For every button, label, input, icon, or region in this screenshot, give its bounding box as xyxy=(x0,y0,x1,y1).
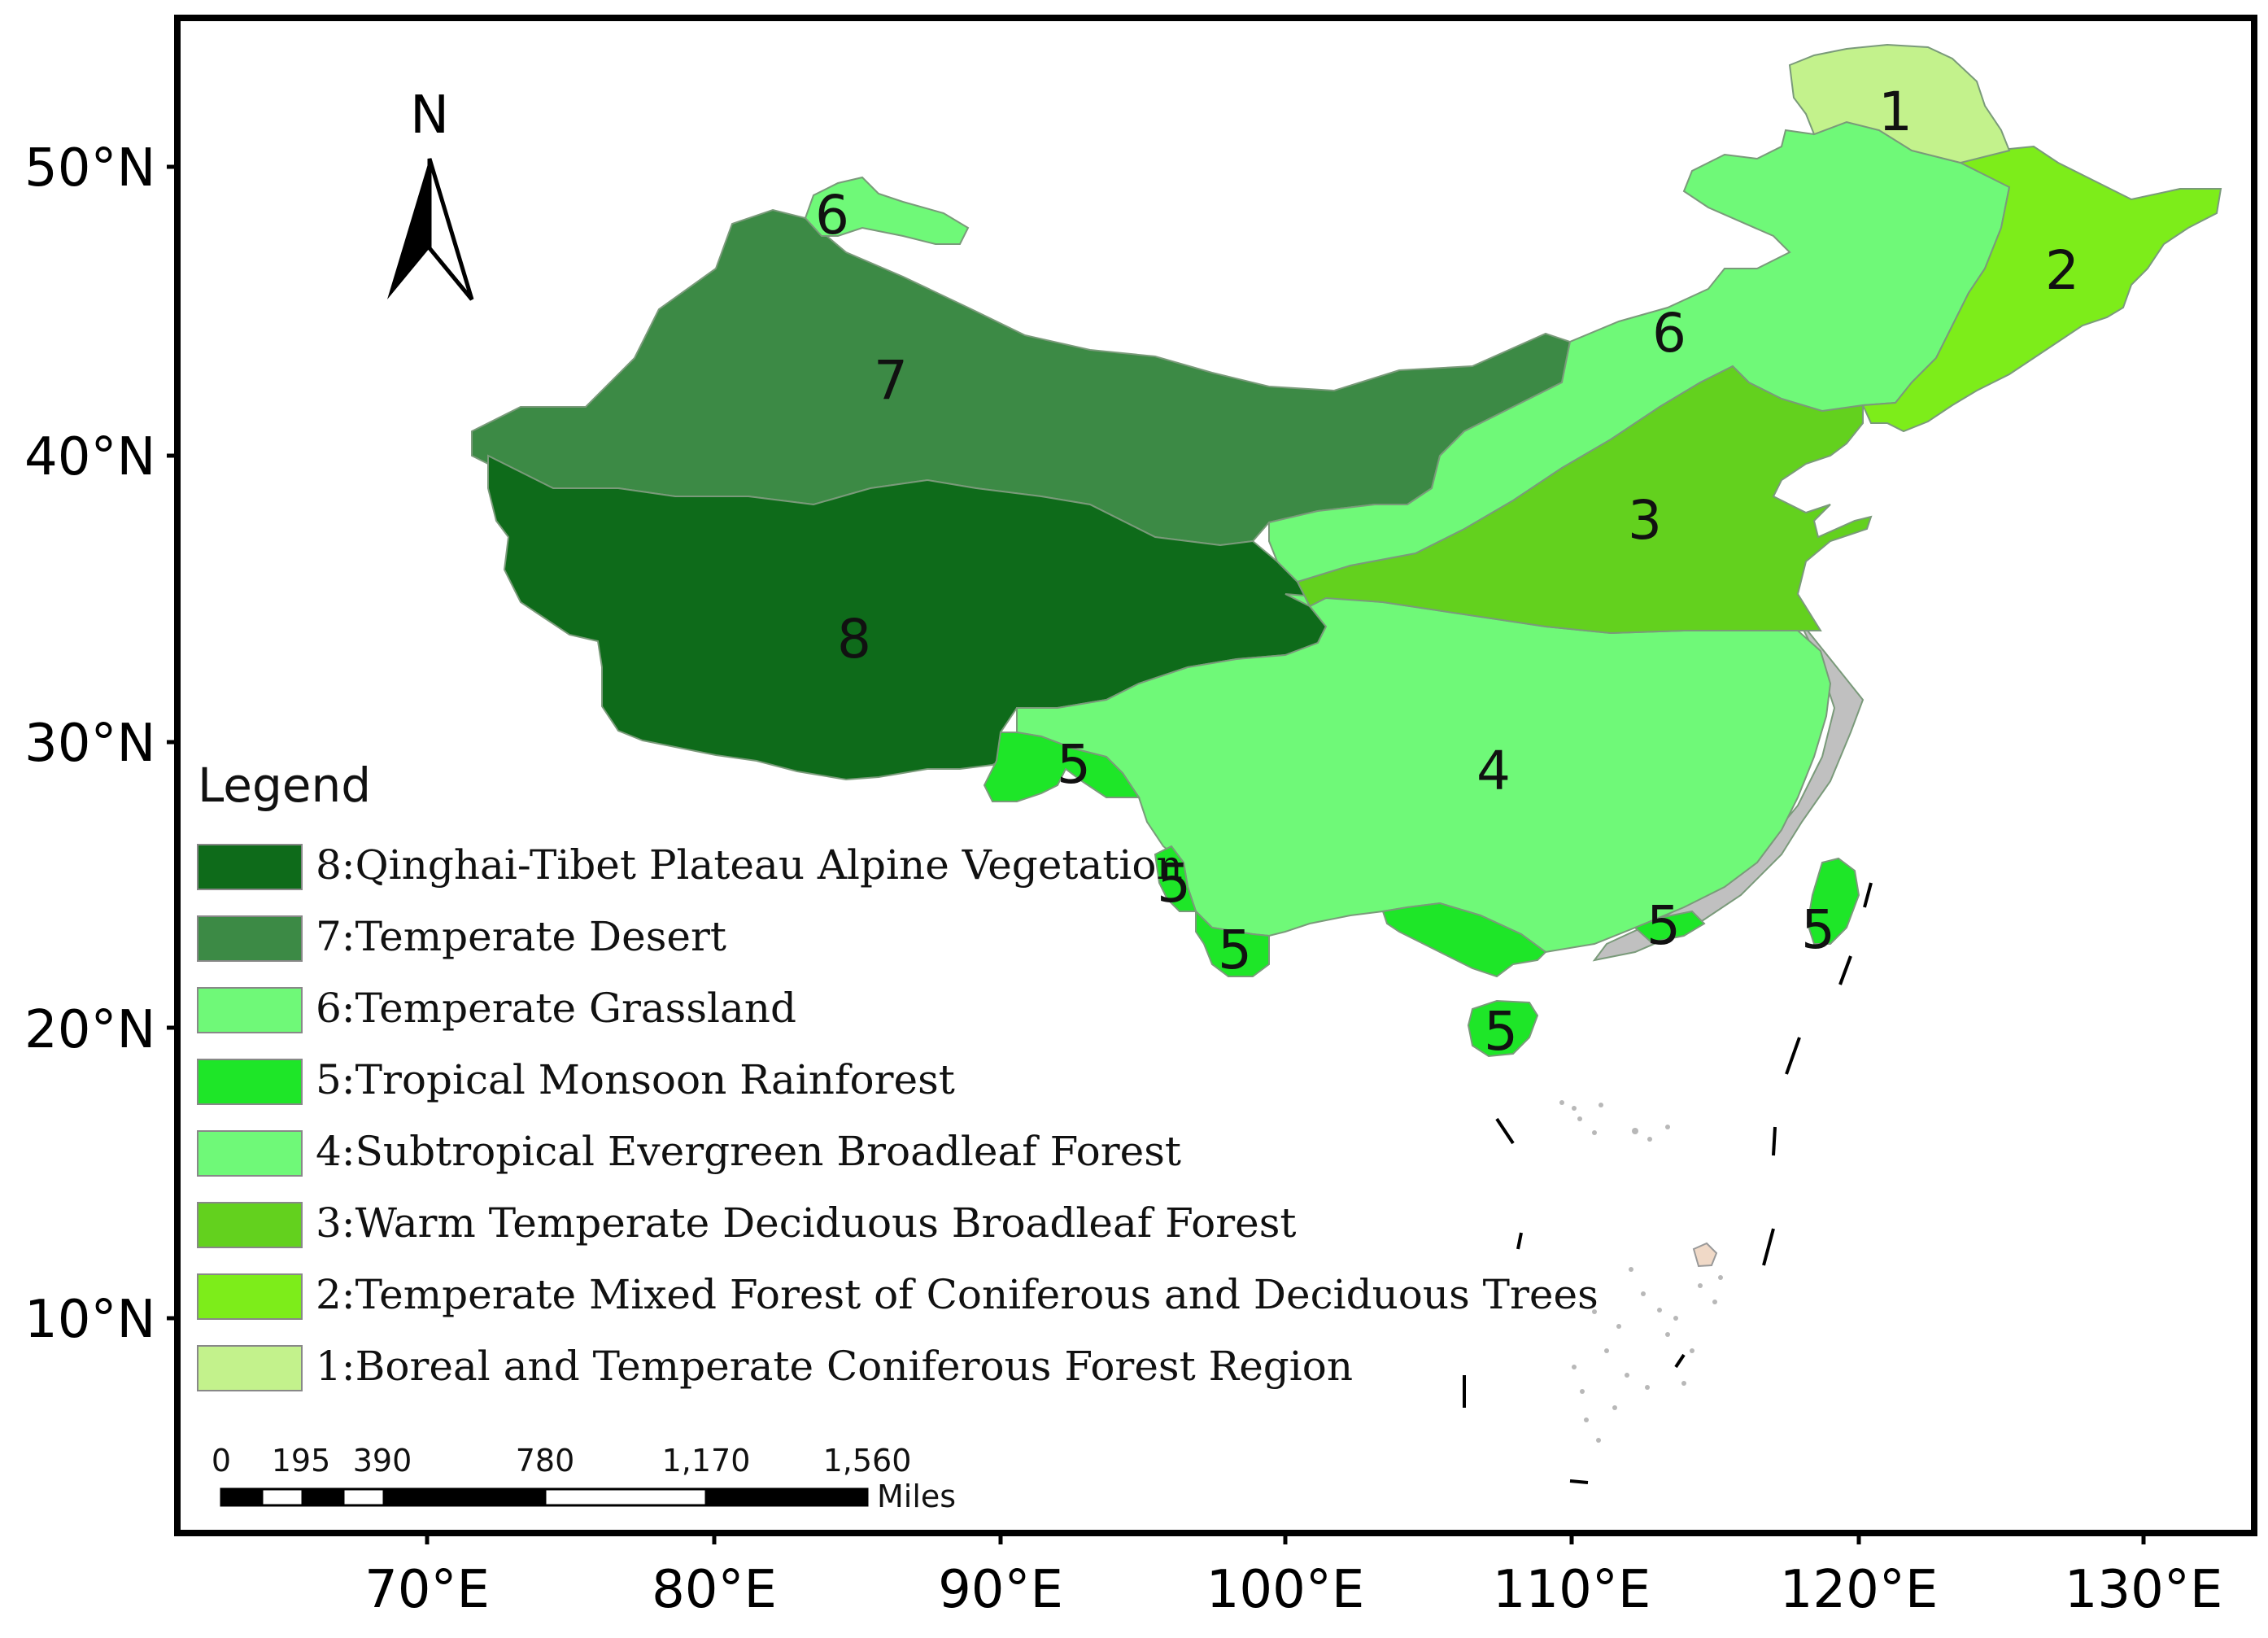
lat-label-40: 40°N xyxy=(24,427,155,487)
legend-swatch xyxy=(197,1202,303,1248)
region-1-boreal-forest xyxy=(1788,43,2011,164)
region-6-altai-patch xyxy=(804,176,970,245)
legend-swatch xyxy=(197,915,303,962)
region-number-1: 1 xyxy=(1878,81,1913,143)
lat-ticks xyxy=(167,164,177,1321)
scale-unit: Miles xyxy=(877,1479,956,1514)
region-5-rainforest-guangxi xyxy=(1381,902,1547,978)
legend-label: 7:Temperate Desert xyxy=(316,913,726,960)
lon-label-120: 120°E xyxy=(1780,1560,1939,1620)
scale-tick-1170: 1,170 xyxy=(662,1443,751,1479)
region-number-3: 3 xyxy=(1628,489,1662,552)
region-number-5-hainan: 5 xyxy=(1484,1000,1518,1063)
lat-label-10: 10°N xyxy=(24,1290,155,1350)
region-5-rainforest-taiwan xyxy=(1806,857,1860,945)
region-number-7: 7 xyxy=(874,349,908,412)
lon-label-70: 70°E xyxy=(364,1560,490,1620)
legend-swatch xyxy=(197,987,303,1033)
scale-bar: 0 195 390 780 1,170 1,560 Miles xyxy=(212,1443,956,1514)
scale-tick-0: 0 xyxy=(212,1443,231,1479)
legend-label: 5:Tropical Monsoon Rainforest xyxy=(316,1056,955,1103)
legend-label: 3:Warm Temperate Deciduous Broadleaf For… xyxy=(316,1199,1296,1247)
scale-tick-1560: 1,560 xyxy=(823,1443,912,1479)
scale-seg-5 xyxy=(382,1487,547,1507)
legend-title: Legend xyxy=(198,758,371,813)
lat-label-50: 50°N xyxy=(24,138,155,199)
legend-label: 4:Subtropical Evergreen Broadleaf Forest xyxy=(316,1128,1181,1175)
region-number-8: 8 xyxy=(837,608,871,670)
scale-seg-4 xyxy=(342,1487,386,1507)
island-patch xyxy=(1692,1242,1718,1268)
region-number-6-altai: 6 xyxy=(815,184,849,247)
scale-tick-780: 780 xyxy=(516,1443,575,1479)
lat-label-30: 30°N xyxy=(24,714,155,774)
region-number-5-yunnan-west: 5 xyxy=(1157,852,1191,915)
legend-label: 8:Qinghai-Tibet Plateau Alpine Vegetatio… xyxy=(316,841,1183,889)
lon-label-130: 130°E xyxy=(2065,1560,2223,1620)
scale-seg-1 xyxy=(220,1487,264,1507)
scale-seg-6 xyxy=(543,1487,708,1507)
region-5-rainforest-coast xyxy=(1633,910,1706,944)
region-4-subtropical-forest xyxy=(1016,593,1832,954)
legend-swatch xyxy=(197,1059,303,1105)
scale-seg-2 xyxy=(260,1487,304,1507)
region-5-rainforest-tibet-south xyxy=(983,732,1141,802)
north-arrow-right-half xyxy=(427,158,474,301)
scale-seg-3 xyxy=(301,1487,345,1507)
legend-swatch xyxy=(197,1345,303,1391)
region-number-5-coast: 5 xyxy=(1646,894,1681,957)
legend: Legend 8:Qinghai-Tibet Plateau Alpine Ve… xyxy=(197,758,1599,1391)
region-number-5-taiwan: 5 xyxy=(1801,898,1835,961)
north-arrow-left-half xyxy=(387,159,430,299)
north-arrow: N xyxy=(387,85,474,301)
region-5-rainforest-hainan xyxy=(1467,999,1539,1058)
legend-swatch xyxy=(197,844,303,890)
region-number-5-tibet: 5 xyxy=(1057,733,1091,796)
lon-label-90: 90°E xyxy=(938,1560,1063,1620)
lon-label-100: 100°E xyxy=(1206,1560,1365,1620)
legend-label: 1:Boreal and Temperate Coniferous Forest… xyxy=(316,1343,1353,1390)
legend-label: 2:Temperate Mixed Forest of Coniferous a… xyxy=(316,1271,1599,1318)
lon-ticks xyxy=(425,1533,2146,1544)
legend-swatch xyxy=(197,1130,303,1177)
legend-swatch xyxy=(197,1273,303,1320)
coastal-fringe xyxy=(1592,618,1865,962)
region-number-2: 2 xyxy=(2045,239,2079,302)
lat-label-20: 20°N xyxy=(24,1000,155,1060)
north-label: N xyxy=(410,85,449,146)
scale-tick-390: 390 xyxy=(353,1443,412,1479)
region-2-mixed-forest xyxy=(1861,145,2222,433)
scale-seg-7 xyxy=(704,1487,869,1507)
lon-label-110: 110°E xyxy=(1493,1560,1651,1620)
region-number-4: 4 xyxy=(1476,740,1511,802)
scale-tick-195: 195 xyxy=(272,1443,331,1479)
lon-label-80: 80°E xyxy=(652,1560,777,1620)
legend-label: 6:Temperate Grassland xyxy=(316,985,796,1032)
region-number-6-main: 6 xyxy=(1652,302,1686,365)
region-5-rainforest-yunnan-south xyxy=(1195,909,1270,977)
region-number-5-yunnan-south: 5 xyxy=(1218,919,1252,981)
south-china-sea-islands xyxy=(1463,882,1873,1484)
